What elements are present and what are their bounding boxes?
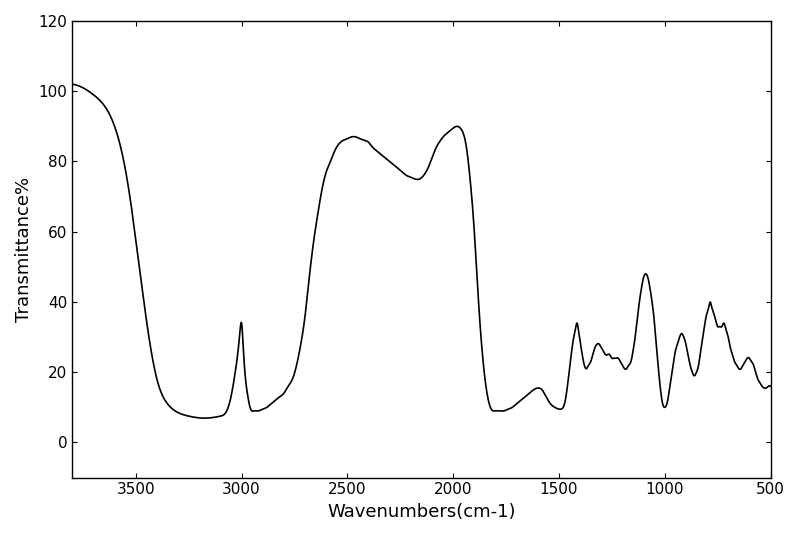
X-axis label: Wavenumbers(cm-1): Wavenumbers(cm-1) — [327, 503, 516, 521]
Y-axis label: Transmittance%: Transmittance% — [15, 177, 33, 322]
